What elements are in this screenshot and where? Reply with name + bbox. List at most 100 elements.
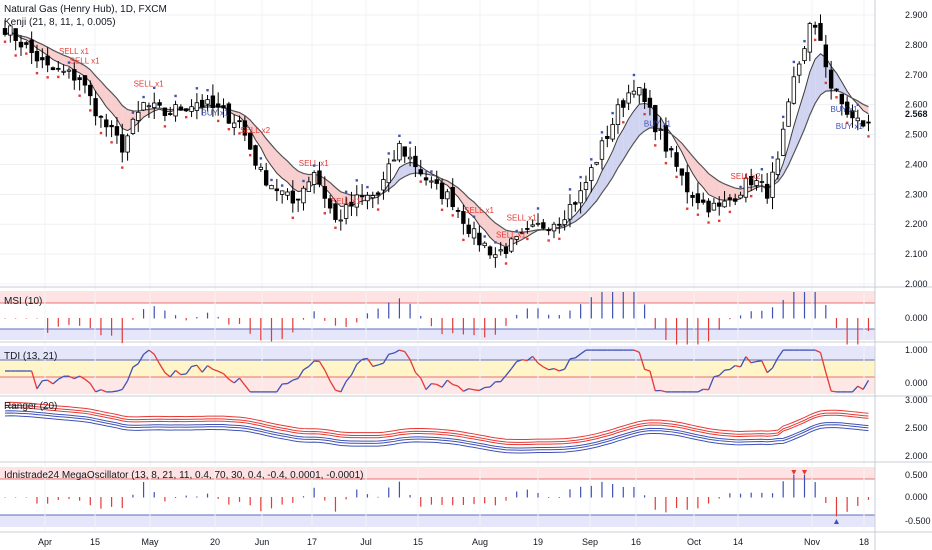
tdi-line-segment	[116, 388, 123, 392]
msi-bar-positive	[558, 315, 560, 319]
sell-dot-marker	[99, 131, 103, 135]
candle-down	[663, 125, 669, 152]
buy-dot-marker	[739, 185, 742, 189]
candle-up	[429, 180, 434, 183]
tdi-line-segment	[660, 389, 667, 393]
candle-down	[487, 246, 493, 256]
candle-up	[8, 25, 13, 36]
mega-bar-negative	[505, 497, 507, 501]
tdi-line-segment	[729, 365, 736, 371]
msi-bar-negative	[430, 318, 432, 327]
tdi-line-segment	[95, 389, 102, 393]
candle-down	[834, 88, 839, 91]
buy-dot-marker	[494, 241, 497, 244]
price-tick-label: 2.400	[905, 159, 928, 169]
tdi-line-segment	[441, 379, 448, 388]
msi-panel[interactable]	[4, 292, 870, 345]
tdi-line-segment	[766, 367, 773, 374]
kenji-cloud-segment	[282, 156, 288, 183]
sell-dot-marker	[835, 96, 838, 99]
candle-down	[40, 57, 45, 61]
mega-bar-positive	[356, 489, 358, 498]
candle-down	[695, 193, 701, 204]
price-tick-label: 2.100	[905, 249, 928, 259]
sell-dot-marker	[419, 180, 422, 183]
msi-bar-positive	[377, 308, 379, 319]
mega-bar-negative	[345, 497, 347, 500]
mega-bar-negative	[15, 497, 17, 498]
mega-bar-negative	[260, 497, 262, 512]
kenji-cloud-segment	[809, 59, 816, 115]
msi-bar-positive	[196, 317, 198, 319]
mega-bar-positive	[633, 486, 635, 498]
tdi-line-segment	[68, 375, 75, 380]
mega-sell-triangle	[802, 470, 807, 475]
msi-bar-positive	[633, 292, 635, 319]
sell-dot-marker	[558, 237, 561, 240]
mega-bar-positive	[814, 482, 816, 498]
tdi-line-segment	[292, 377, 299, 381]
mega-bar-positive	[761, 492, 763, 498]
mega-sell-triangle	[791, 470, 797, 475]
tdi-line-segment	[228, 378, 235, 384]
mega-bar-positive	[206, 493, 209, 498]
panel-backgrounds	[0, 291, 875, 527]
mega-bar-positive	[569, 489, 571, 498]
tdi-upper-band	[0, 346, 875, 360]
candle-down	[477, 232, 482, 246]
candle-down	[674, 152, 679, 167]
buy-dot-marker	[153, 86, 156, 89]
candle-up	[311, 172, 317, 185]
sell-dot-marker	[664, 161, 668, 165]
candle-down	[685, 172, 690, 193]
kenji-cloud-segment	[644, 103, 650, 131]
candle-up	[231, 122, 237, 128]
price-tick-label: 2.900	[905, 10, 928, 20]
tdi-line-segment	[761, 360, 768, 373]
ranger-label: Ranger (20)	[4, 401, 57, 412]
candle-up	[338, 219, 343, 222]
candle-down	[82, 75, 88, 86]
chart-title: Natural Gas (Henry Hub), 1D, FXCM	[4, 4, 167, 15]
candle-down	[653, 105, 658, 133]
tdi-line-segment	[489, 381, 496, 388]
tdi-line-segment	[751, 360, 757, 364]
tdi-line-segment	[111, 390, 118, 393]
msi-bar-negative	[697, 318, 699, 345]
tdi-line-segment	[159, 363, 166, 373]
kenji-cloud-segment	[836, 73, 842, 93]
mega-lower-band	[0, 515, 875, 527]
last-price-label: 2.568	[905, 109, 928, 119]
sell-dot-marker	[845, 121, 849, 125]
tdi-line-segment	[340, 381, 347, 393]
tdi-panel[interactable]	[5, 349, 870, 393]
mega-bar-negative	[675, 497, 678, 508]
tdi-line-segment	[718, 369, 726, 376]
tdi-line-segment	[276, 383, 283, 393]
sell-signal-label: SELL x1	[70, 57, 100, 66]
kenji-cloud-segment	[106, 87, 112, 113]
tdi-line-segment	[532, 356, 539, 364]
buy-dot-marker	[515, 229, 518, 233]
buy-signal-label: BUY x1	[202, 109, 230, 118]
kenji-cloud-segment	[841, 81, 848, 96]
ranger-panel[interactable]	[4, 401, 869, 454]
mega-oscillator-panel[interactable]	[4, 470, 870, 524]
buy-signal-label: BUY x1	[830, 105, 858, 114]
tdi-line-segment	[356, 358, 363, 365]
buy-dot-marker	[590, 158, 593, 161]
candle-up	[194, 102, 200, 111]
sell-dot-marker	[78, 94, 81, 97]
kenji-cloud-segment	[783, 145, 789, 175]
tdi-line-segment	[697, 388, 704, 393]
kenji-cloud-segment	[639, 103, 645, 136]
candle-up	[519, 232, 525, 234]
msi-bar-negative	[57, 318, 59, 327]
tdi-line-segment	[724, 368, 730, 371]
candle-up	[141, 102, 146, 111]
tdi-line-segment	[574, 353, 582, 359]
sell-dot-marker	[451, 214, 454, 217]
mega-bar-negative	[452, 497, 454, 506]
mega-bar-positive	[580, 486, 582, 498]
